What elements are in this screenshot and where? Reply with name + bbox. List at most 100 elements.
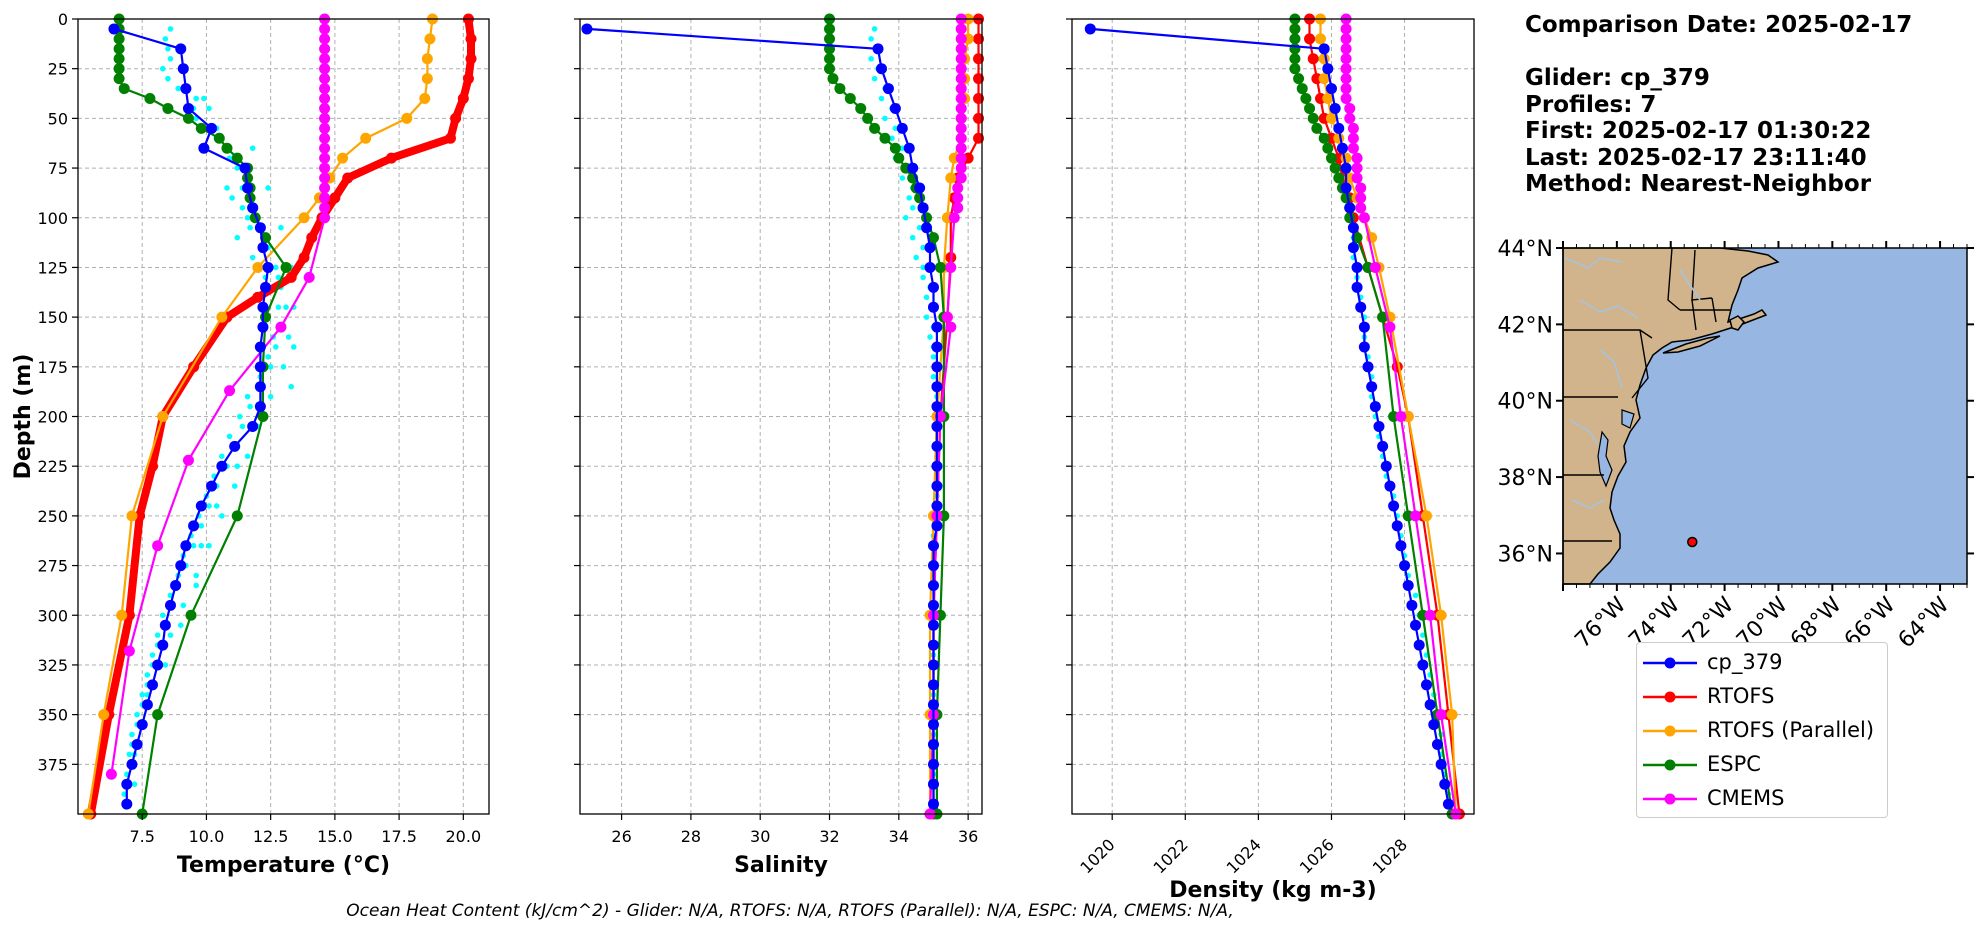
series-point — [931, 480, 943, 492]
glider-profile-point — [902, 214, 909, 221]
series-point — [889, 102, 901, 114]
glider-profile-point — [231, 483, 238, 489]
series-point — [945, 261, 957, 273]
series-point — [1406, 599, 1418, 611]
series-point — [893, 152, 905, 164]
glider-profile-point — [224, 185, 230, 191]
series-point — [450, 112, 462, 124]
glider-profile-point — [180, 602, 187, 609]
ocean-heat-content-note: Ocean Heat Content (kJ/cm^2) - Glider: N… — [346, 901, 1234, 921]
series-point — [1347, 122, 1359, 134]
glider-profile-point — [930, 354, 937, 360]
series-point — [1355, 301, 1367, 313]
series-point — [462, 73, 474, 85]
series-point — [1340, 93, 1352, 104]
y-tick-label: 125 — [37, 258, 68, 277]
panel-1: 7.5 10.0 12.5 15.0 17.5 20.0 0 25 50 75 100 125 150 1… — [11, 10, 490, 878]
x-tick-label: 1024 — [1223, 835, 1265, 877]
series-point — [342, 172, 354, 184]
series-point — [1362, 361, 1374, 373]
glider-profile-point — [149, 652, 156, 658]
series-point — [1300, 93, 1312, 104]
x-axis-label: Density (kg m-3) — [1169, 878, 1377, 903]
x-tick-label: 28 — [681, 827, 701, 846]
series-line-cp-379 — [113, 27, 270, 805]
series-point — [157, 639, 169, 651]
series-point — [931, 401, 943, 413]
panel-2: 26 28 30 32 34 36 Salinity — [574, 13, 985, 878]
series-point — [1340, 162, 1352, 174]
glider-profile-point — [913, 254, 919, 261]
series-point — [824, 33, 836, 45]
series-point — [1340, 182, 1352, 194]
series-line-cp-379 — [1090, 27, 1450, 805]
series-point — [401, 112, 413, 124]
series-point — [917, 202, 929, 214]
glider-profile-point — [190, 542, 197, 549]
glider-profile-point — [219, 453, 225, 460]
glider-profile-point — [871, 26, 878, 32]
series-point — [1307, 53, 1319, 65]
series-point — [1369, 401, 1381, 413]
glider-profile-point — [239, 423, 246, 430]
series-point — [931, 321, 943, 333]
series-point — [1347, 222, 1359, 234]
series-point — [927, 758, 939, 770]
series-point — [1395, 411, 1407, 422]
series-point — [1084, 23, 1096, 35]
series-point — [1318, 73, 1330, 85]
glider-profile-point — [234, 165, 241, 171]
glider-profile-point — [916, 224, 923, 231]
y-tick-label: 50 — [48, 109, 68, 128]
glider-profile-point — [165, 46, 171, 52]
glider-profile-point — [239, 205, 246, 211]
glider-profile-point — [247, 224, 253, 231]
glider-profile-point — [892, 125, 899, 132]
series-point — [108, 23, 120, 35]
series-point — [131, 738, 143, 750]
series-point — [254, 361, 266, 373]
series-point — [927, 639, 939, 651]
y-tick-label: 75 — [48, 159, 68, 178]
series-point — [1311, 122, 1323, 134]
series-point — [907, 162, 919, 174]
series-point — [1340, 73, 1352, 85]
series-point — [175, 43, 187, 55]
series-point — [862, 112, 874, 124]
series-point — [1435, 709, 1447, 721]
legend-item-rtofs-parallel: RTOFS (Parallel) — [1637, 715, 1887, 749]
map-cape-cod — [1729, 315, 1745, 331]
series-point — [927, 579, 939, 591]
series-point — [280, 261, 292, 273]
series-point — [889, 142, 901, 154]
glider-profile-point — [868, 55, 874, 62]
series-point — [952, 182, 964, 194]
series-point — [113, 73, 125, 85]
glider-profile-point — [878, 95, 885, 102]
series-point — [319, 43, 331, 55]
glider-profile-point — [206, 503, 212, 509]
series-point — [118, 83, 130, 95]
glider-profile-point — [177, 622, 184, 628]
series-point — [1413, 639, 1425, 651]
series-point — [1325, 112, 1337, 124]
series-point — [927, 599, 939, 611]
glider-profile-point — [247, 403, 253, 410]
axes-frame — [579, 18, 983, 815]
series-point — [1347, 242, 1359, 254]
glider-profile-point — [868, 36, 874, 42]
glider-profile-point — [275, 304, 282, 310]
series-point — [319, 33, 331, 45]
series-point — [298, 252, 310, 263]
map-state-borders — [1563, 247, 1730, 542]
series-point — [927, 659, 939, 671]
series-point — [319, 212, 331, 224]
series-point — [1420, 679, 1432, 691]
series-point — [952, 202, 964, 214]
glider-profile-point — [889, 135, 895, 142]
series-point — [827, 73, 839, 85]
glider-profile-point — [267, 393, 274, 400]
glider-profile-point — [219, 513, 225, 519]
series-point — [1355, 202, 1367, 214]
series-point — [113, 53, 125, 65]
